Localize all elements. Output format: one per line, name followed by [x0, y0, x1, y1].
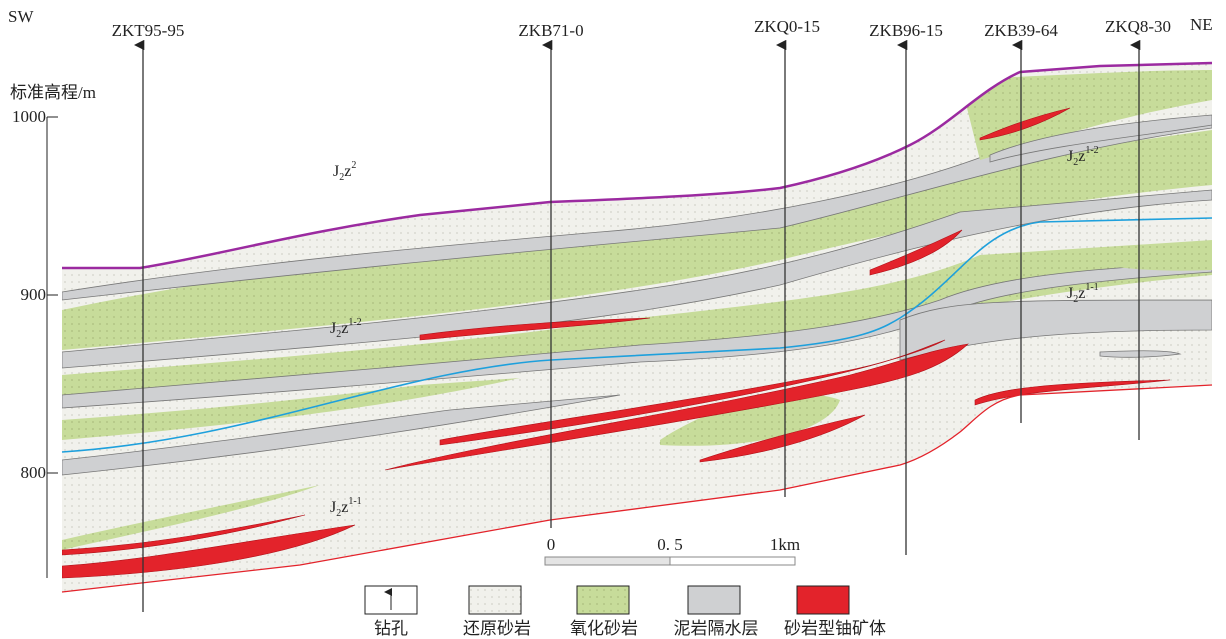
borehole-label: ZKB96-15	[869, 21, 943, 40]
legend-swatch	[469, 586, 521, 614]
formation-letter: z	[341, 499, 348, 516]
formation-sup: 2	[351, 160, 356, 171]
strata	[60, 60, 1220, 600]
formation-sup: 1-1	[348, 496, 361, 507]
formation-letter: z	[341, 320, 348, 337]
formation-sup: 1-2	[1085, 145, 1098, 156]
scale-label: 0. 5	[657, 535, 683, 554]
axis-label: 标准高程/m	[10, 83, 96, 102]
borehole-label: ZKB39-64	[984, 21, 1058, 40]
formation-letter: z	[1078, 148, 1085, 165]
legend-swatch	[577, 586, 629, 614]
scale-bar: 0 0. 5 1km	[545, 535, 800, 565]
axis-tick-label: 900	[21, 285, 47, 304]
legend-label: 氧化砂岩	[570, 619, 638, 638]
formation-sup: 1-2	[348, 317, 361, 328]
orientation-label: SW	[8, 7, 34, 26]
scale-label: 1km	[770, 535, 800, 554]
cross-section: SW NE 标准高程/m 1000 900 800 ZKT95-95 ZKB71…	[0, 0, 1226, 639]
borehole-label: ZKB71-0	[518, 21, 583, 40]
legend-swatch	[797, 586, 849, 614]
legend-swatch	[688, 586, 740, 614]
scale-label: 0	[547, 535, 556, 554]
legend-label: 还原砂岩	[463, 619, 531, 638]
axis-tick-label: 800	[21, 463, 47, 482]
legend-label: 泥岩隔水层	[674, 619, 759, 638]
scale-segment	[545, 557, 670, 565]
formation-letter: z	[1078, 285, 1085, 302]
legend-label: 砂岩型铀矿体	[784, 619, 886, 638]
formation-sup: 1-1	[1085, 282, 1098, 293]
axis-tick-label: 1000	[12, 107, 46, 126]
borehole-label: ZKQ0-15	[754, 17, 820, 36]
legend-label: 钻孔	[374, 619, 408, 638]
borehole-label: ZKQ8-30	[1105, 17, 1171, 36]
scale-segment	[670, 557, 795, 565]
legend: 钻孔 还原砂岩 氧化砂岩 泥岩隔水层 砂岩型铀矿体	[365, 586, 886, 638]
orientation-label: NE	[1190, 15, 1213, 34]
formation-label: J2z2	[333, 160, 356, 183]
formation-letter: z	[344, 163, 351, 180]
page: SW NE 标准高程/m 1000 900 800 ZKT95-95 ZKB71…	[0, 0, 1226, 639]
borehole-label: ZKT95-95	[112, 21, 185, 40]
